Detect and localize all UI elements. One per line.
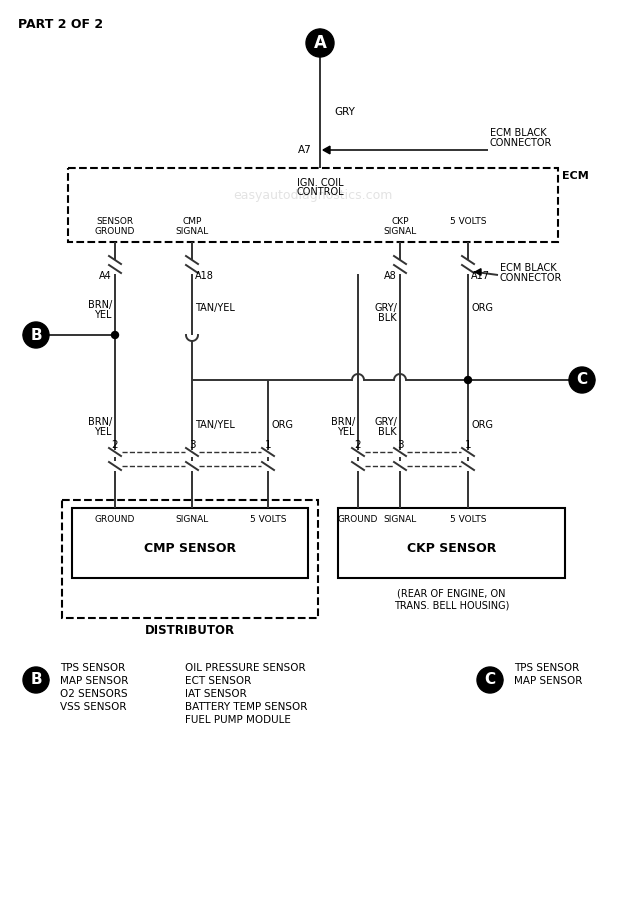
Circle shape	[569, 367, 595, 393]
Text: SIGNAL: SIGNAL	[383, 227, 417, 236]
Text: CONTROL: CONTROL	[296, 187, 344, 197]
Text: 3: 3	[188, 440, 195, 450]
Text: GROUND: GROUND	[95, 227, 135, 236]
Text: C: C	[577, 373, 588, 388]
Text: O2 SENSORS: O2 SENSORS	[60, 689, 128, 699]
Text: 3: 3	[397, 440, 404, 450]
Circle shape	[465, 376, 472, 383]
Text: GROUND: GROUND	[338, 516, 378, 525]
Text: IAT SENSOR: IAT SENSOR	[185, 689, 247, 699]
Text: 1: 1	[465, 440, 472, 450]
Text: VSS SENSOR: VSS SENSOR	[60, 702, 127, 712]
Text: (REAR OF ENGINE, ON: (REAR OF ENGINE, ON	[397, 588, 506, 598]
Text: BATTERY TEMP SENSOR: BATTERY TEMP SENSOR	[185, 702, 307, 712]
Circle shape	[111, 331, 119, 338]
Text: SIGNAL: SIGNAL	[176, 516, 209, 525]
Text: TAN/YEL: TAN/YEL	[195, 420, 235, 430]
Text: MAP SENSOR: MAP SENSOR	[514, 676, 582, 686]
Text: easyautodiagnostics.com: easyautodiagnostics.com	[234, 188, 392, 202]
Text: ECM BLACK: ECM BLACK	[490, 128, 547, 138]
Text: TAN/YEL: TAN/YEL	[195, 303, 235, 313]
Text: OIL PRESSURE SENSOR: OIL PRESSURE SENSOR	[185, 663, 306, 673]
Text: 2: 2	[112, 440, 118, 450]
Text: CMP: CMP	[182, 218, 201, 227]
Circle shape	[23, 322, 49, 348]
Text: SENSOR: SENSOR	[96, 218, 133, 227]
Bar	[72, 508, 308, 578]
Polygon shape	[315, 29, 325, 38]
Bar	[68, 168, 558, 242]
Text: ECM BLACK: ECM BLACK	[500, 263, 557, 273]
Text: YEL: YEL	[95, 427, 112, 437]
Text: SIGNAL: SIGNAL	[176, 227, 209, 236]
Text: A: A	[313, 34, 326, 52]
Text: MAP SENSOR: MAP SENSOR	[60, 676, 129, 686]
Text: YEL: YEL	[337, 427, 355, 437]
Circle shape	[23, 667, 49, 693]
Text: PART 2 OF 2: PART 2 OF 2	[18, 18, 103, 31]
Polygon shape	[494, 675, 503, 685]
Text: BRN/: BRN/	[88, 417, 112, 427]
Text: 2: 2	[355, 440, 362, 450]
Text: SIGNAL: SIGNAL	[383, 516, 417, 525]
Text: ORG: ORG	[271, 420, 293, 430]
Text: B: B	[30, 672, 42, 688]
Polygon shape	[586, 375, 595, 385]
Text: A18: A18	[195, 271, 214, 281]
Circle shape	[306, 29, 334, 57]
Text: CKP SENSOR: CKP SENSOR	[407, 542, 496, 554]
Text: ORG: ORG	[471, 420, 493, 430]
Text: 1: 1	[265, 440, 271, 450]
Text: GRY: GRY	[334, 107, 355, 117]
Text: 5 VOLTS: 5 VOLTS	[450, 516, 486, 525]
Text: A8: A8	[384, 271, 397, 281]
Polygon shape	[40, 675, 49, 685]
Text: IGN. COIL: IGN. COIL	[297, 178, 344, 188]
Text: BRN/: BRN/	[88, 300, 112, 310]
Text: FUEL PUMP MODULE: FUEL PUMP MODULE	[185, 715, 291, 725]
Text: BLK: BLK	[378, 427, 397, 437]
Text: ECM: ECM	[562, 171, 589, 181]
Text: A7: A7	[298, 145, 312, 155]
Text: BLK: BLK	[378, 313, 397, 323]
Text: CKP: CKP	[391, 218, 408, 227]
Text: A17: A17	[471, 271, 490, 281]
Text: B: B	[30, 328, 42, 343]
Text: GRY/: GRY/	[374, 303, 397, 313]
Bar	[338, 508, 565, 578]
Text: GROUND: GROUND	[95, 516, 135, 525]
Text: CONNECTOR: CONNECTOR	[490, 138, 552, 148]
Text: CMP SENSOR: CMP SENSOR	[144, 542, 236, 554]
Text: BRN/: BRN/	[331, 417, 355, 427]
Text: ORG: ORG	[471, 303, 493, 313]
Text: GRY/: GRY/	[374, 417, 397, 427]
Text: TPS SENSOR: TPS SENSOR	[60, 663, 125, 673]
Text: 5 VOLTS: 5 VOLTS	[250, 516, 286, 525]
Text: 5 VOLTS: 5 VOLTS	[450, 218, 486, 227]
Text: TPS SENSOR: TPS SENSOR	[514, 663, 579, 673]
Text: A4: A4	[99, 271, 112, 281]
Text: C: C	[485, 672, 496, 688]
Circle shape	[477, 667, 503, 693]
Bar	[62, 500, 318, 618]
Text: DISTRIBUTOR: DISTRIBUTOR	[145, 624, 235, 636]
Polygon shape	[475, 269, 481, 275]
Polygon shape	[23, 330, 32, 340]
Polygon shape	[323, 146, 330, 154]
Text: YEL: YEL	[95, 310, 112, 320]
Text: CONNECTOR: CONNECTOR	[500, 273, 562, 283]
Text: TRANS. BELL HOUSING): TRANS. BELL HOUSING)	[394, 600, 509, 610]
Text: ECT SENSOR: ECT SENSOR	[185, 676, 252, 686]
